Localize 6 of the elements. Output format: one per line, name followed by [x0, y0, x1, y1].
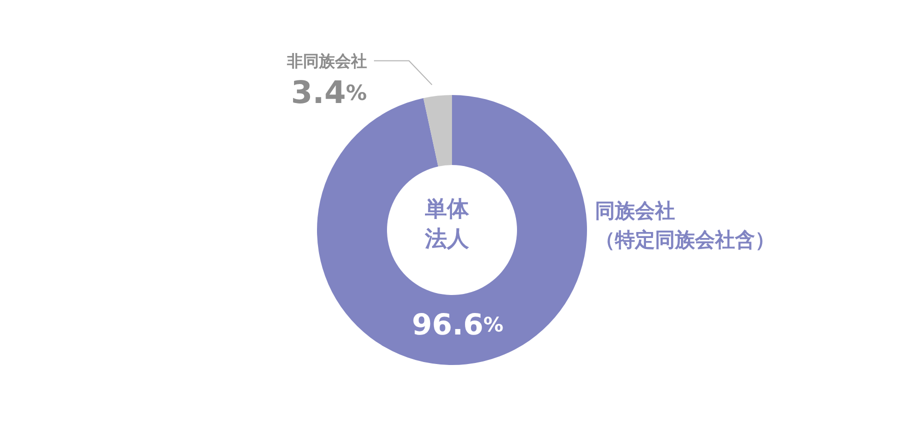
- data-label: 3.4%: [291, 74, 367, 111]
- data-label: 96.6%: [412, 307, 504, 342]
- slice-label: 非同族会社: [286, 51, 367, 70]
- slice-label: 同族会社（特定同族会社含）: [595, 198, 775, 252]
- text: 単体法人: [425, 196, 469, 254]
- donut-slice: [423, 95, 452, 166]
